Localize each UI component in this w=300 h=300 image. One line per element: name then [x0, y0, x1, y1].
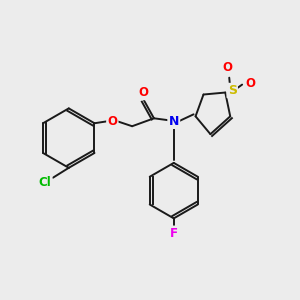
Text: F: F: [170, 227, 178, 240]
Text: N: N: [169, 115, 179, 128]
Text: S: S: [228, 84, 237, 97]
Text: Cl: Cl: [39, 176, 51, 189]
Text: O: O: [138, 86, 148, 99]
Text: O: O: [222, 61, 232, 74]
Text: O: O: [107, 115, 117, 128]
Text: O: O: [245, 77, 255, 90]
